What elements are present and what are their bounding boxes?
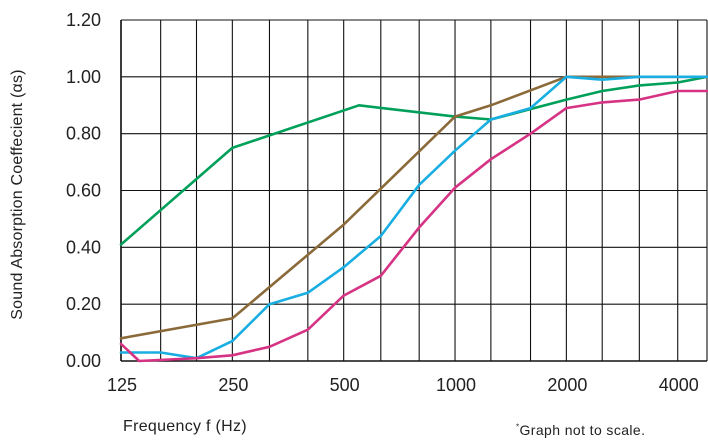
series-line-2 (119, 75, 708, 340)
x-axis-label: Frequency f (Hz) (123, 418, 247, 435)
x-tick-label: 1000 (436, 375, 476, 395)
y-tick-label: 1.00 (66, 67, 101, 87)
y-tick-label: 0.00 (66, 351, 101, 371)
series-line-3 (119, 75, 708, 360)
x-tick-label: 250 (218, 375, 248, 395)
x-tick-label: 4000 (659, 375, 699, 395)
x-tick-label: 2000 (547, 375, 587, 395)
footnote-mark: * (516, 422, 520, 432)
y-tick-label: 1.20 (66, 10, 101, 30)
x-tick-label: 500 (330, 375, 360, 395)
y-tick-label: 0.20 (66, 294, 101, 314)
y-axis-label: Sound Absorption Coeffecient (αs) (9, 69, 26, 319)
footnote-text: Graph not to scale. (519, 422, 646, 438)
series-line-4 (119, 89, 708, 363)
x-tick-label: 125 (107, 375, 137, 395)
footnote: *Graph not to scale. (516, 422, 645, 438)
y-tick-label: 0.60 (66, 181, 101, 201)
y-tick-label: 0.80 (66, 124, 101, 144)
y-tick-label: 0.40 (66, 237, 101, 257)
